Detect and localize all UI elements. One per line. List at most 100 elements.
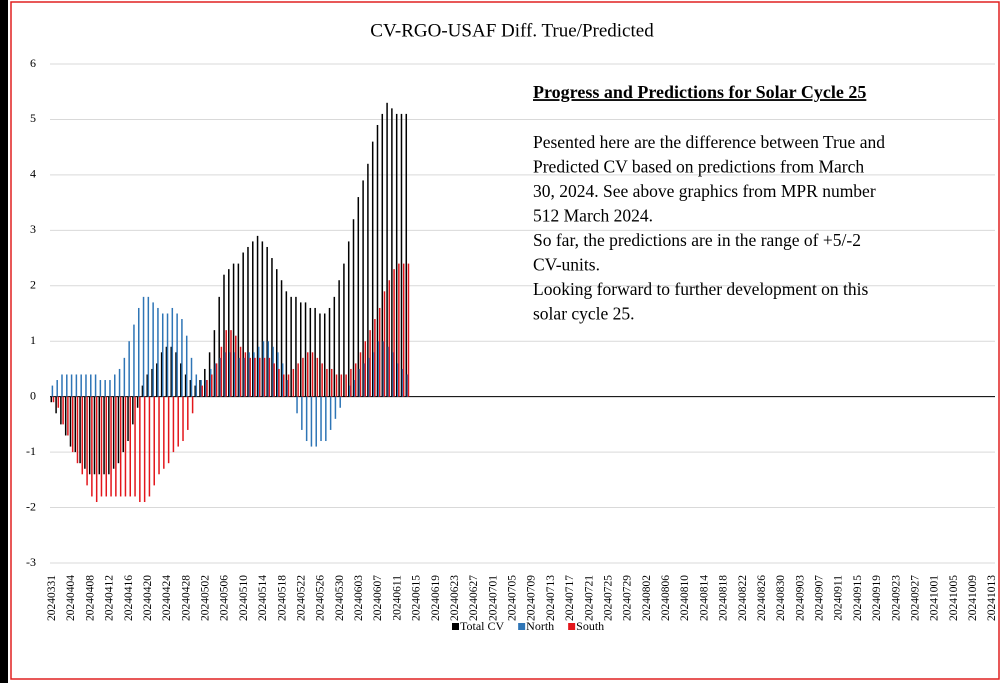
y-tick-label: 6 [30,56,36,70]
bar [187,396,189,430]
bar [158,396,160,475]
bar [134,396,136,497]
x-tick-label: 20240412 [104,575,116,621]
bar [52,396,55,403]
bar [50,396,53,403]
bar [166,313,169,397]
bar [69,396,72,447]
bar [292,368,295,397]
bar [109,380,111,397]
bar [151,368,153,397]
bar [175,352,177,397]
bar [267,341,270,397]
bar [295,296,297,397]
bar [392,352,394,397]
bar [185,335,188,397]
bar [262,341,265,397]
bar [56,380,58,397]
bar [224,352,226,397]
bar [345,374,347,397]
bar [395,113,398,397]
bar [62,396,64,425]
bar [311,352,314,397]
bar [95,396,98,503]
y-tick-label: 0 [30,388,36,402]
bar [339,396,341,408]
bar [118,368,121,397]
x-tick-label: 20240611 [391,575,403,621]
bar [398,263,400,397]
bar [100,396,103,497]
bar [357,197,360,397]
bar [378,307,381,397]
bar [229,352,231,397]
x-tick-label: 20240331 [46,575,58,621]
bar [338,280,340,397]
bar [287,374,290,397]
bar [235,335,237,397]
bar [181,319,183,397]
bar [209,368,212,397]
bar [64,396,67,436]
bar [171,307,174,397]
left-strip [0,0,8,683]
bar [105,396,108,497]
bar [93,396,96,475]
bar [132,396,134,425]
bar [147,296,150,397]
bar [180,363,182,397]
legend-label: South [576,619,604,633]
bar [66,374,68,397]
x-tick-label: 20240822 [737,575,749,621]
x-tick-label: 20240420 [142,575,154,621]
bar [199,380,201,397]
x-tick-label: 20240911 [833,575,845,621]
bar [388,280,391,397]
bar [304,302,307,397]
bar [214,363,217,397]
bar [406,374,409,397]
bar [381,113,384,397]
bar [302,357,304,397]
x-tick-label: 20240818 [718,575,730,621]
bar [386,102,388,397]
x-tick-label: 20240729 [622,575,634,621]
bar [306,352,309,397]
bar [88,396,91,475]
x-tick-label: 20240424 [161,575,173,621]
bar [141,385,144,397]
bar [103,396,105,475]
bar [123,357,126,397]
bar [133,324,135,397]
x-tick-label: 20240806 [660,575,672,621]
bar [266,246,268,397]
bar [165,346,168,397]
bar [373,352,375,397]
bar [112,396,115,469]
bar [152,302,154,397]
bar [110,396,112,497]
bar [400,113,403,397]
annotation-line: Pesented here are the difference between… [533,132,885,152]
bar [170,346,172,397]
bar [320,396,322,442]
bar [225,330,227,397]
bar [153,396,155,486]
bar [124,396,127,497]
bar [290,296,292,397]
bar [387,346,389,397]
bar [280,280,283,397]
bar [256,235,259,397]
bar [315,396,317,447]
x-tick-label: 20240510 [238,575,250,621]
x-tick-label: 20240526 [315,575,327,621]
bar [243,357,246,397]
x-tick-label: 20240607 [372,575,384,621]
bar [407,263,410,397]
bar [249,357,251,397]
bar [195,374,198,397]
bar [283,374,285,397]
bar [51,385,54,397]
bar [122,396,125,453]
bar [343,263,345,397]
